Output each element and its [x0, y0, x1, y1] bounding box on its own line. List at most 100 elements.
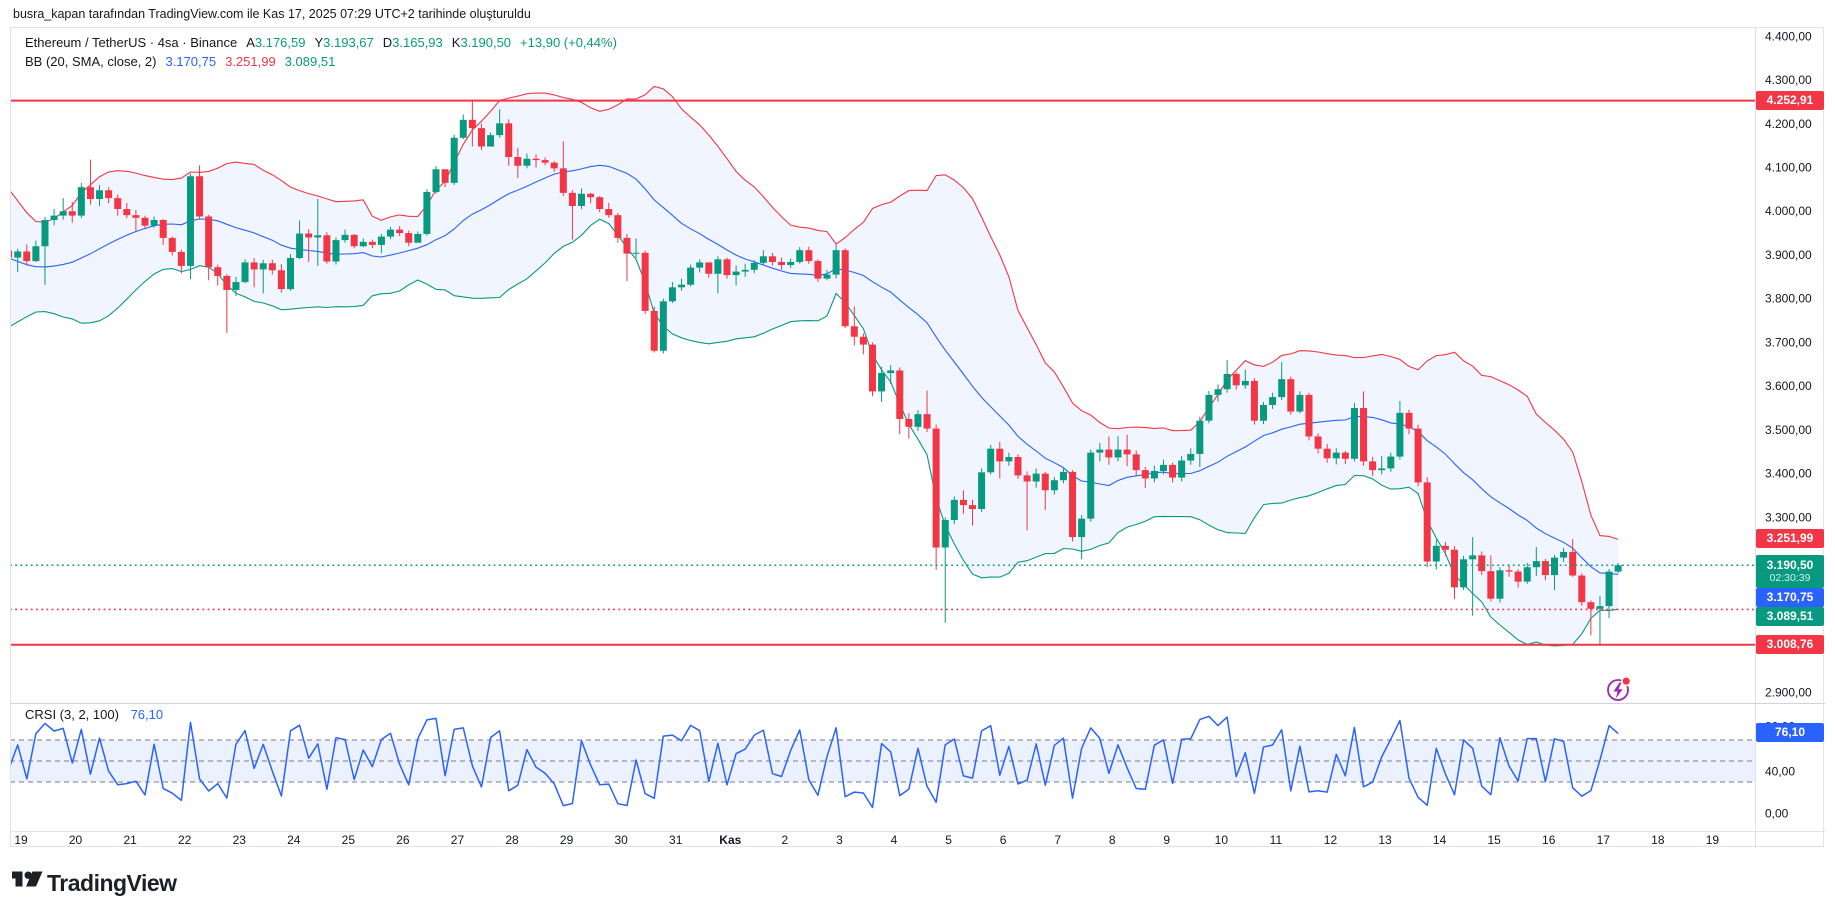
candle	[305, 229, 313, 262]
candle	[10, 250, 13, 258]
candle-body	[250, 262, 258, 270]
candle	[1232, 372, 1240, 390]
candle-body	[532, 158, 540, 161]
candle	[332, 237, 340, 265]
candle-body	[50, 215, 58, 220]
candle	[987, 444, 995, 475]
candle	[1105, 436, 1113, 465]
candle	[550, 160, 558, 172]
candle-body	[1478, 555, 1486, 572]
candle-body	[405, 233, 413, 243]
candle	[496, 109, 504, 138]
price-tick-2900: 2.900,00	[1765, 685, 1812, 699]
candle	[1141, 467, 1149, 489]
tradingview-logo[interactable]	[12, 868, 412, 900]
symbol-title[interactable]: Ethereum / TetherUS · 4sa · Binance	[25, 35, 238, 50]
crsi-indicator-title[interactable]: CRSI (3, 2, 100)	[25, 707, 119, 722]
candle	[396, 226, 404, 237]
candle	[86, 159, 94, 205]
candle	[1469, 537, 1477, 616]
candle	[296, 220, 304, 260]
candle-body	[186, 176, 194, 266]
time-tick-18: 18	[1651, 833, 1665, 847]
candle	[1159, 459, 1167, 475]
legend-ohlc-A: A3.176,59	[246, 35, 306, 50]
time-tick-22: 22	[178, 833, 192, 847]
candle-body	[1196, 420, 1204, 454]
candle	[1332, 448, 1340, 465]
candle-body	[1050, 480, 1058, 491]
candle-body	[987, 448, 995, 473]
candle	[832, 244, 840, 279]
candle-body	[1078, 518, 1086, 538]
candle	[577, 188, 585, 210]
candle	[414, 231, 422, 243]
candle-body	[1332, 452, 1340, 459]
candle-body	[1250, 380, 1258, 421]
candle	[1487, 555, 1495, 602]
candle-body	[23, 251, 31, 262]
candle-body	[1432, 545, 1440, 562]
candle	[905, 413, 913, 439]
candle	[1269, 392, 1277, 409]
candle-body	[787, 261, 795, 266]
candle	[1569, 539, 1577, 577]
candle	[814, 259, 822, 283]
candle-body	[314, 235, 322, 238]
candle-body	[1114, 449, 1122, 458]
legend-ohlc-D: D3.165,93	[382, 35, 443, 50]
bb-lower-line	[10, 218, 1619, 647]
time-axis[interactable]: 19 20 21 22 23 24 25 26 27 28 29 30 31 Kas 2 3 4 5 6 7 8 9 10 1…	[14, 833, 1719, 847]
candle-body	[1387, 456, 1395, 469]
candle-body	[1423, 482, 1431, 562]
candle	[341, 229, 349, 243]
candle-body	[1041, 473, 1049, 491]
candle	[114, 194, 122, 216]
candle-body	[496, 123, 504, 136]
candle-body	[1105, 449, 1113, 458]
candle-body	[868, 344, 876, 392]
price-axis[interactable]: 2.900,003.000,003.100,003.200,003.300,00…	[1765, 29, 1812, 820]
candle	[1005, 452, 1013, 466]
time-tick-12: 12	[1324, 833, 1338, 847]
candle-body	[159, 219, 167, 238]
candle-body	[1487, 571, 1495, 599]
candle	[687, 264, 695, 287]
candle-body	[96, 190, 104, 199]
time-tick-17: 17	[1597, 833, 1611, 847]
candle	[286, 254, 294, 291]
candle-body	[1069, 471, 1077, 538]
candle	[1169, 462, 1177, 483]
candle	[59, 198, 67, 220]
bb-indicator-title[interactable]: BB (20, SMA, close, 2)	[25, 54, 157, 69]
candle-body	[1232, 373, 1240, 386]
candle-body	[268, 263, 276, 271]
candle-body	[577, 193, 585, 206]
candle	[732, 265, 740, 286]
time-tick-19: 19	[1706, 833, 1720, 847]
candle-body	[978, 472, 986, 510]
candle	[1423, 477, 1431, 568]
last-price-value: 3.190,50	[1766, 558, 1814, 572]
legend-bb-row: BB (20, SMA, close, 2) 3.170,75 3.251,99 3.…	[25, 52, 626, 71]
candle-body	[241, 262, 249, 283]
candle-body	[1323, 448, 1331, 459]
candle-body	[514, 157, 522, 166]
candle	[641, 250, 649, 315]
candle	[123, 202, 131, 219]
candle	[787, 258, 795, 269]
candle	[105, 187, 113, 204]
candle-body	[696, 262, 704, 268]
candle	[1405, 409, 1413, 435]
candle-body	[450, 137, 458, 183]
candle-body	[1505, 570, 1513, 572]
bar-countdown: 02:30:39	[1769, 572, 1811, 584]
flash-idea-icon[interactable]	[1607, 676, 1632, 701]
price-label-resistance: 4.252,91	[1756, 91, 1824, 110]
candle	[459, 114, 467, 140]
candle	[969, 499, 977, 526]
candle	[1241, 369, 1249, 389]
price-tick-3400: 3.400,00	[1765, 467, 1812, 481]
candle-body	[1132, 454, 1140, 471]
